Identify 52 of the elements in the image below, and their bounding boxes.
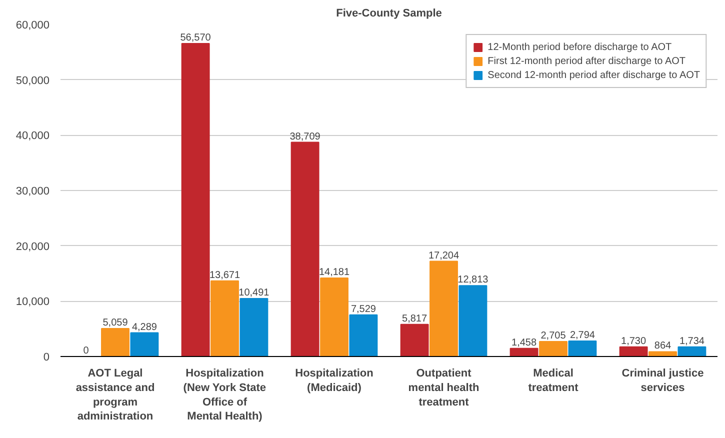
- bar: [130, 332, 159, 356]
- y-tick-label: 10,000: [16, 296, 50, 308]
- bar: [430, 260, 458, 356]
- y-tick-label: 30,000: [16, 186, 50, 198]
- bar: [568, 340, 597, 356]
- y-tick-label: 50,000: [16, 74, 50, 87]
- data-label: 1,458: [512, 337, 537, 348]
- bar: [290, 142, 320, 356]
- legend-label: First 12-month period after discharge to AOT: [488, 55, 686, 67]
- x-tick-label: Hospitalization (New York State Office of Mental Health): [183, 368, 266, 423]
- y-tick-label: 20,000: [16, 240, 50, 253]
- bar: [510, 348, 538, 356]
- data-label: 1,734: [679, 336, 705, 347]
- y-tick-label: 40,000: [16, 130, 50, 142]
- data-label: 0: [83, 346, 90, 356]
- data-label: 56,570: [180, 32, 212, 44]
- bar: [240, 298, 268, 356]
- data-label: 1,730: [621, 336, 646, 347]
- bar: [320, 278, 348, 356]
- legend-label: Second 12-month period after discharge to AOT: [488, 69, 700, 81]
- bar: [678, 346, 706, 356]
- data-label: 864: [654, 340, 672, 352]
- bar: [648, 351, 677, 356]
- x-tick-label: Medical treatment: [528, 368, 579, 394]
- data-label: 7,529: [350, 304, 376, 315]
- data-label: 12,813: [458, 274, 489, 286]
- y-tick-label: 60,000: [16, 20, 50, 32]
- data-label: 14,181: [318, 267, 350, 278]
- data-label: 2,794: [570, 330, 596, 342]
- data-label: 38,709: [290, 131, 321, 142]
- data-label: 17,204: [428, 250, 460, 262]
- bar: [458, 285, 488, 356]
- x-tick-label: AOT Legal assistance and program administration: [76, 368, 155, 423]
- data-label: 5,059: [102, 318, 128, 329]
- chart-title: Five-County Sample: [336, 8, 442, 20]
- bar: [101, 328, 130, 356]
- bar: [181, 42, 210, 356]
- data-label: 2,705: [540, 330, 566, 342]
- x-tick-label: Criminal justice services: [622, 368, 704, 394]
- x-tick-label: Outpatient mental health treatment: [408, 368, 480, 408]
- bar: [619, 346, 648, 356]
- data-label: 5,817: [402, 313, 428, 324]
- data-label: 13,671: [209, 270, 240, 281]
- data-label: 4,289: [132, 322, 158, 333]
- bar: [349, 314, 378, 356]
- bar: [400, 324, 429, 356]
- legend-label: 12-Month period before discharge to AOT: [488, 41, 672, 53]
- bar: [210, 280, 239, 356]
- bar: [539, 341, 568, 356]
- y-tick-label: 0: [43, 352, 50, 364]
- x-tick-label: Hospitalization (Medicaid): [295, 368, 374, 394]
- data-label: 10,491: [238, 287, 270, 298]
